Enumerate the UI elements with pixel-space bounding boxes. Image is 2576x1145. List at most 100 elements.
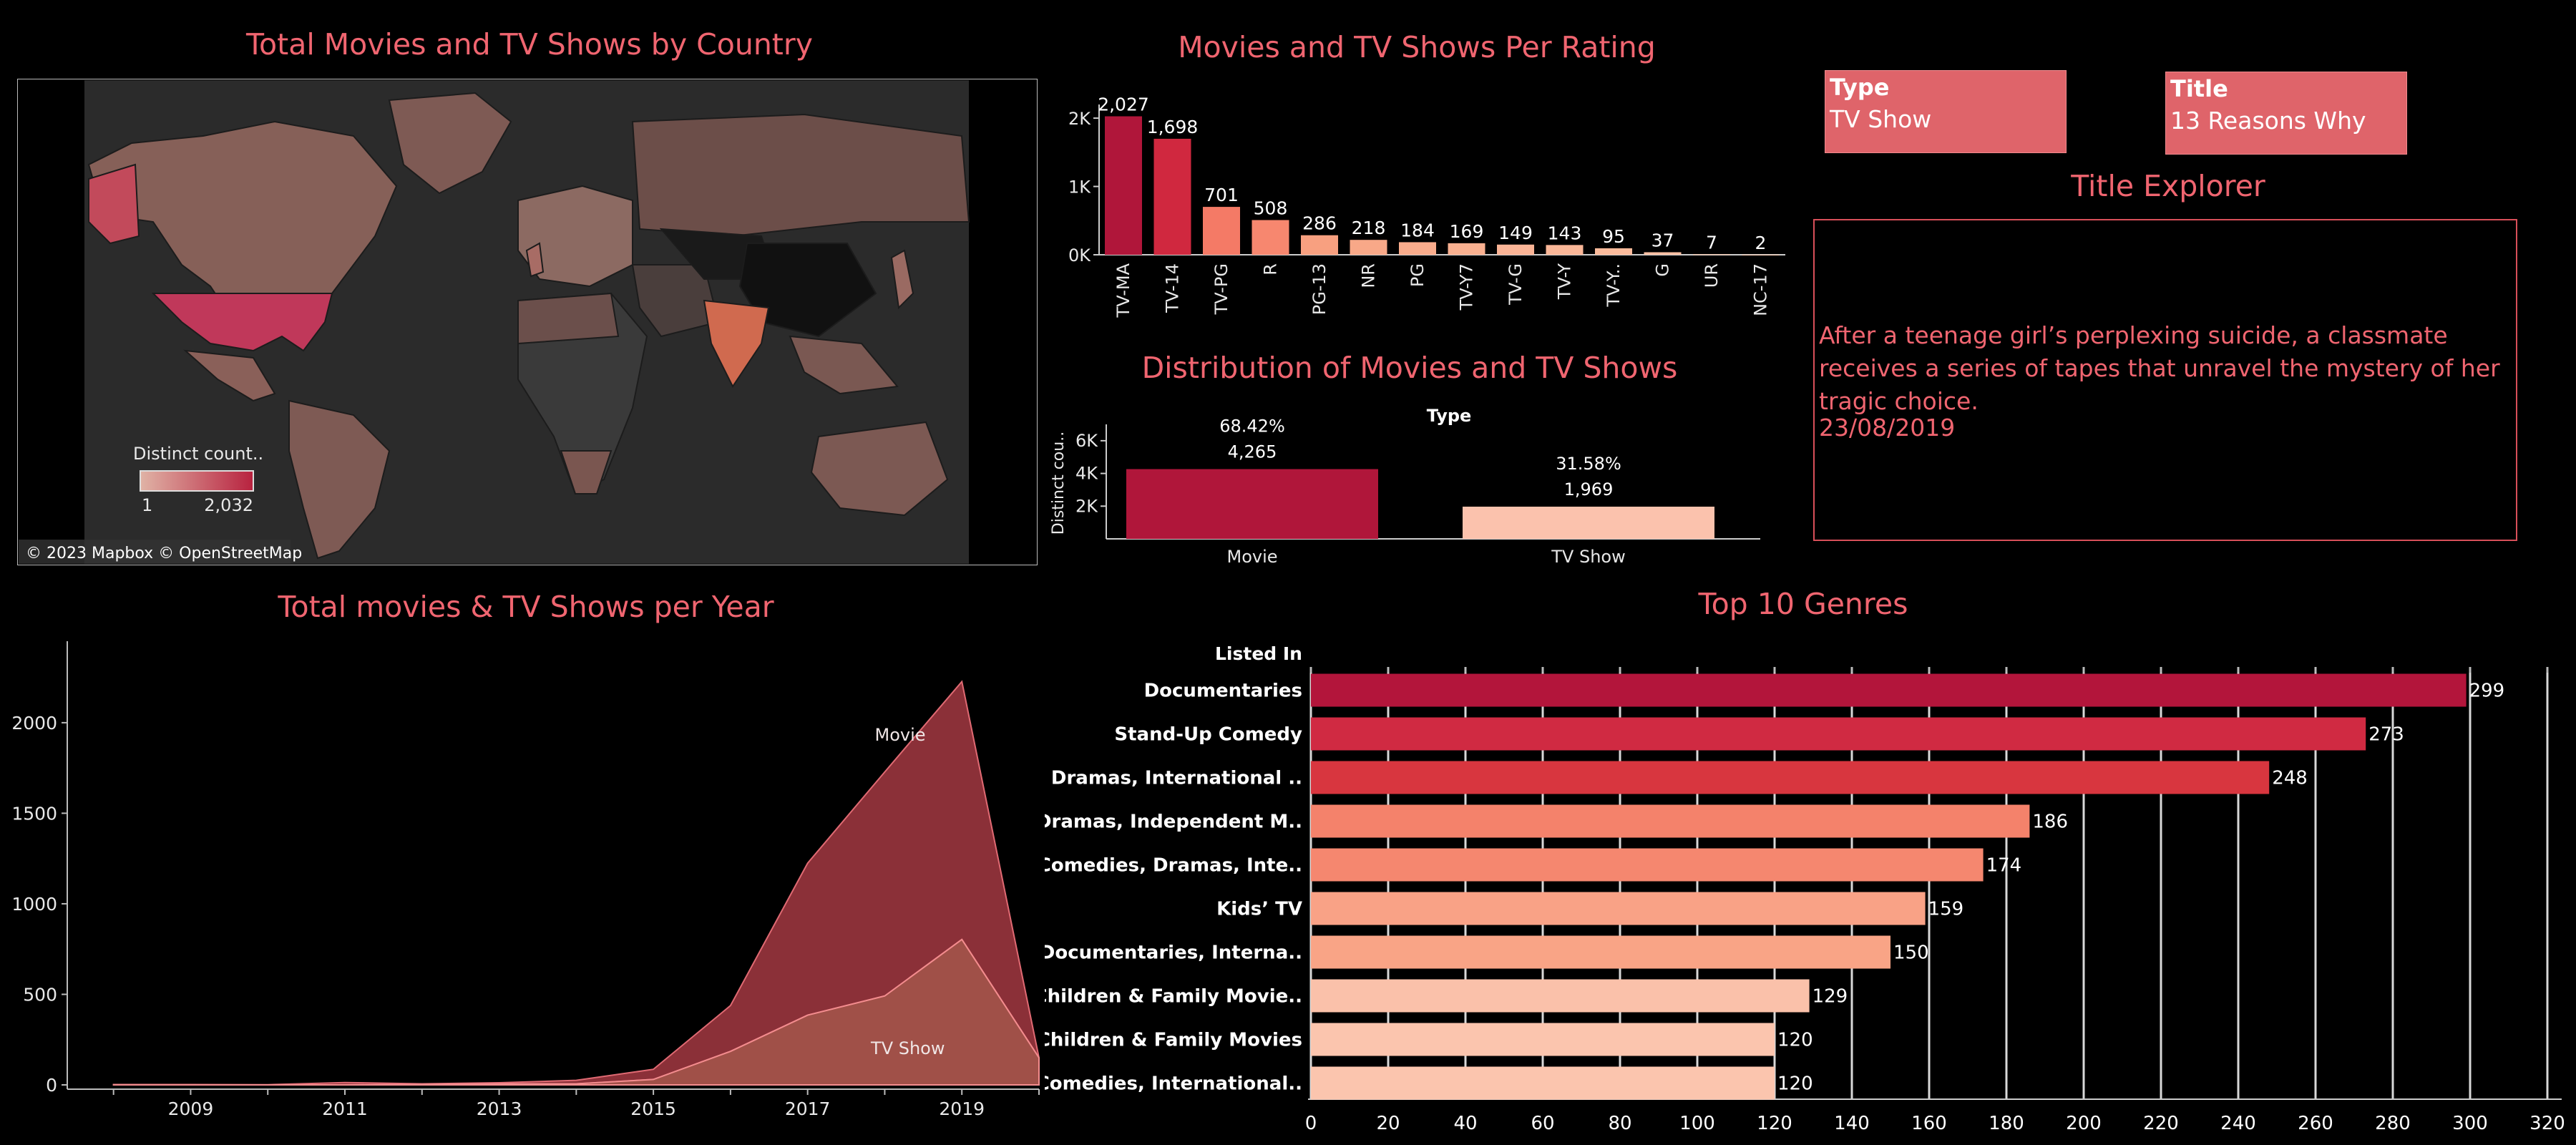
distribution-chart-title: Distribution of Movies and TV Shows	[1141, 351, 1678, 385]
country-map[interactable]: Distinct count.. 1 2,032 © 2023 Mapbox ©…	[17, 79, 1038, 565]
genre-x-tick-label: 300	[2452, 1113, 2488, 1134]
genre-category-label: Documentaries	[1144, 681, 1302, 702]
rating-bar	[1399, 242, 1436, 255]
genre-x-tick-label: 220	[2143, 1113, 2179, 1134]
map-legend-gradient	[140, 470, 254, 492]
rating-value-label: 149	[1498, 223, 1533, 243]
year-y-tick-label: 500	[23, 984, 57, 1005]
rating-category-label: TV-Y..	[1604, 263, 1624, 308]
rating-category-label: TV-G	[1506, 263, 1526, 306]
genre-category-label: Comedies, Dramas, Inte..	[1045, 855, 1302, 877]
genre-bar	[1311, 761, 2270, 794]
movie-series-label: Movie	[874, 725, 925, 745]
rating-category-label: TV-14	[1163, 263, 1183, 313]
map-title: Total Movies and TV Shows by Country	[245, 27, 814, 62]
title-filter[interactable]: Title 13 Reasons Why	[2165, 72, 2407, 155]
china-shape	[738, 243, 877, 338]
rating-category-label: UR	[1702, 263, 1722, 288]
rating-category-label: NR	[1359, 263, 1379, 288]
genre-x-tick-label: 60	[1531, 1113, 1554, 1134]
rating-bar	[1497, 244, 1534, 255]
rating-bar	[1252, 220, 1289, 255]
genre-category-label: Kids’ TV	[1216, 899, 1302, 920]
distribution-category-label: TV Show	[1551, 547, 1625, 567]
genre-x-tick-label: 140	[1834, 1113, 1870, 1134]
rating-bar	[1546, 245, 1584, 255]
genre-x-tick-label: 160	[1911, 1113, 1947, 1134]
genre-value-label: 248	[2272, 768, 2308, 789]
distribution-bar-chart[interactable]: Type Distinct cou.. 2K 4K 6K 68.42% 4,265 Movie…	[1045, 397, 1803, 569]
rating-value-label: 701	[1204, 185, 1239, 205]
rating-bar	[1105, 116, 1142, 255]
year-y-tick-label: 2000	[11, 713, 57, 734]
genres-bar-chart[interactable]: 0 20 40 60 80 100 120 140 160 180 200 220 240 260 280 3…	[1045, 630, 2576, 1138]
genre-category-label: Comedies, International..	[1045, 1073, 1302, 1095]
australia-shape	[810, 421, 949, 517]
rating-category-label: PG	[1407, 263, 1428, 287]
distribution-y-tick-label: 2K	[1075, 496, 1098, 516]
rating-y-tick-label: 2K	[1068, 109, 1091, 129]
genres-chart-title: Top 10 Genres	[1698, 587, 1908, 621]
type-filter[interactable]: Type TV Show	[1825, 70, 2067, 153]
north-africa-shape	[517, 292, 620, 345]
rating-value-label: 286	[1302, 213, 1337, 234]
rating-value-label: 95	[1602, 226, 1625, 247]
rating-bar	[1301, 235, 1338, 255]
rating-bar	[1595, 248, 1632, 255]
usa-shape	[151, 293, 333, 352]
genre-bar	[1311, 979, 1810, 1013]
rating-y-tick-label: 1K	[1068, 177, 1091, 198]
rating-chart-title: Movies and TV Shows Per Rating	[1178, 30, 1656, 64]
year-x-tick-label: 2009	[168, 1098, 214, 1119]
year-x-tick-label: 2015	[630, 1098, 676, 1119]
genre-category-label: Dramas, International ..	[1051, 768, 1302, 789]
genre-x-tick-label: 260	[2298, 1113, 2333, 1134]
genre-bar	[1311, 935, 1890, 969]
genre-category-label: Dramas, Independent M..	[1045, 812, 1302, 833]
rating-bar-chart[interactable]: 0K 1K 2K 2,027 TV-MA 1,698 TV-14 701 TV-PG 508 R 28…	[1045, 79, 1803, 329]
genre-bar	[1311, 804, 2030, 838]
distribution-percent-label: 68.42%	[1219, 416, 1285, 437]
type-filter-label: Type	[1830, 74, 1890, 101]
genre-x-tick-label: 200	[2066, 1113, 2102, 1134]
genre-value-label: 150	[1893, 942, 1929, 964]
genre-bar	[1311, 892, 1926, 925]
rating-value-label: 7	[1706, 232, 1717, 253]
tv-show-area	[112, 938, 1040, 1086]
title-date-added: 23/08/2019	[1819, 414, 1956, 442]
year-chart-title: Total movies & TV Shows per Year	[278, 590, 774, 624]
rating-category-label: TV-Y7	[1457, 263, 1477, 311]
rating-value-label: 169	[1450, 221, 1484, 242]
rating-category-label: TV-MA	[1113, 263, 1133, 318]
india-shape	[703, 299, 770, 388]
year-area-chart[interactable]: 0 500 1000 1500 2000 2009 2011 2013 2015 2017 2019…	[0, 630, 1059, 1138]
genre-bar	[1311, 848, 1984, 882]
genre-value-label: 120	[1777, 1073, 1813, 1095]
rating-category-label: G	[1653, 263, 1673, 277]
uk-shape	[525, 242, 545, 278]
year-x-tick-label: 2017	[785, 1098, 831, 1119]
genre-x-tick-label: 40	[1453, 1113, 1477, 1134]
genre-value-label: 129	[1813, 986, 1848, 1008]
genre-category-label: Documentaries, Interna..	[1045, 942, 1302, 964]
genre-bar	[1311, 1023, 1775, 1056]
genre-x-tick-label: 280	[2375, 1113, 2411, 1134]
rating-category-label: NC-17	[1751, 263, 1771, 316]
tv-show-series-label: TV Show	[870, 1038, 945, 1058]
map-legend-max: 2,032	[204, 495, 253, 515]
genre-category-label: Children & Family Movie..	[1045, 986, 1302, 1008]
rating-bar	[1644, 252, 1682, 255]
map-legend-min: 1	[142, 495, 152, 515]
genre-x-tick-label: 320	[2529, 1113, 2565, 1134]
europe-shape	[517, 185, 633, 288]
title-filter-label: Title	[2170, 75, 2228, 102]
genre-x-tick-label: 0	[1305, 1113, 1317, 1134]
map-attribution: © 2023 Mapbox © OpenStreetMap	[26, 545, 302, 562]
russia-shape	[631, 113, 970, 238]
distribution-value-label: 1,969	[1564, 479, 1614, 500]
rating-value-label: 2	[1755, 233, 1767, 253]
genre-category-label: Stand-Up Comedy	[1114, 724, 1302, 746]
south-america-shape	[288, 399, 391, 560]
alaska-shape	[88, 163, 140, 245]
year-y-tick-label: 0	[46, 1075, 57, 1096]
